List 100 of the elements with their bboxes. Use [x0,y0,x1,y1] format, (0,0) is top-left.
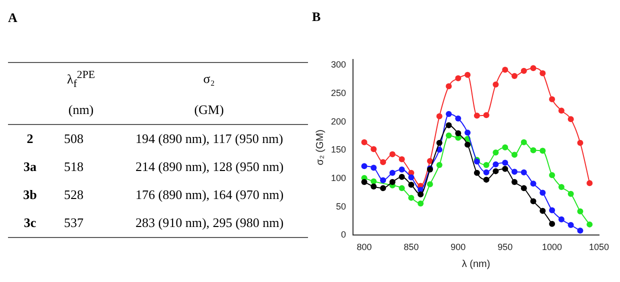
point [455,75,462,82]
point [530,180,536,187]
point [511,168,518,175]
point [502,160,508,166]
point [549,96,556,102]
point [558,108,564,114]
y-tick-label: 50 [336,201,346,212]
point [398,156,405,162]
point [540,208,546,214]
point [577,228,584,234]
text: (nm) [67,100,95,119]
point [492,82,499,88]
point [361,139,368,146]
point [380,159,386,166]
point [418,200,424,206]
point [427,158,433,164]
point [577,208,584,214]
point [483,176,490,183]
chart-title: B [312,9,321,24]
point [389,170,396,176]
x-tick-label: 1050 [588,242,610,252]
point [455,130,462,136]
point [540,148,546,154]
point [568,222,574,228]
y-tick-label: 0 [341,230,346,240]
category-label: 3c [22,214,38,232]
x-tick-label: 1000 [542,242,562,252]
point [361,163,368,170]
point [446,132,452,139]
point [520,169,527,176]
y-tick-label: 100 [330,173,346,184]
point [418,191,424,198]
point [492,150,499,156]
point [502,66,508,73]
point [370,146,377,152]
y-tick-label: 150 [330,144,346,155]
x-tick-label: 800 [356,242,372,252]
point [530,198,536,204]
point [361,178,368,185]
text: 537 283 (910 nm), 295 (980 nm) [64,214,284,230]
point [436,140,442,146]
point [436,162,442,168]
point [474,112,480,119]
point [464,130,471,136]
point [492,161,499,168]
point [586,180,593,186]
point [502,166,508,172]
point [530,65,536,72]
y-axis-title: σ₂ (GM) [314,130,326,166]
point [464,72,471,78]
point [558,184,564,190]
point [370,183,377,190]
point [511,152,518,158]
category-label: 3a [22,158,38,176]
point [483,162,490,168]
point [577,140,584,146]
point [370,178,377,184]
point [446,122,452,128]
point [492,168,499,174]
point [540,70,546,76]
point [408,174,414,180]
point [455,116,462,122]
text: 528 176 (890 nm), 164 (970 nm) [64,186,284,202]
point [408,182,414,188]
point [483,112,490,118]
point [389,178,396,185]
point [558,216,564,222]
point [502,144,508,150]
point [398,185,405,192]
point [474,170,480,176]
text: (GM) [193,100,225,119]
point [549,207,556,214]
text: 508 194 (890 nm), 117 (950 nm) [64,130,284,146]
point [586,221,593,228]
category-label: 2 [26,130,34,148]
y-tick-label: 200 [330,116,346,126]
point [549,172,556,178]
point [568,190,574,197]
point [398,166,405,172]
point [568,116,574,122]
point [520,139,527,146]
point [427,181,433,188]
point [389,151,396,158]
point [380,185,386,192]
x-tick-label: 850 [404,242,419,252]
point [511,178,518,185]
point [370,164,377,171]
category-label: 3b [22,186,38,204]
text: σ₂ [202,70,216,88]
point [398,174,405,180]
point [549,220,556,227]
text: 518 214 (890 nm), 128 (950 nm) [64,158,284,174]
point [511,73,518,80]
y-tick-label: 250 [330,88,346,98]
x-tick-label: 950 [498,242,513,252]
point [436,113,442,120]
point [540,190,546,196]
y-tick-label: 300 [330,60,346,70]
text: A [8,10,18,26]
point [446,83,452,90]
